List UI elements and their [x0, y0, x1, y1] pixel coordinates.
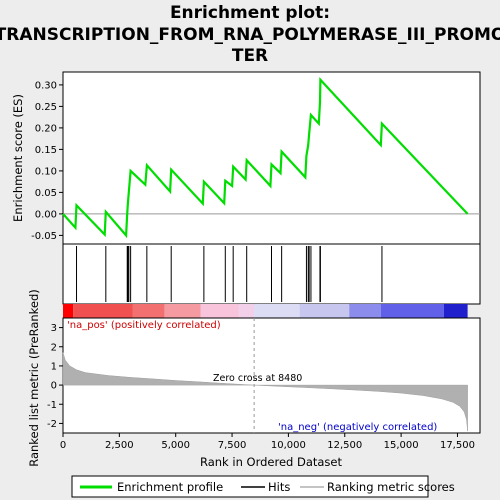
x-tick-label: 0	[60, 440, 66, 451]
x-tick-label: 15,000	[384, 440, 419, 451]
x-tick-label: 7,500	[218, 440, 247, 451]
positive-correlation-label: 'na_pos' (positively correlated)	[67, 320, 221, 331]
es-y-axis-ticks: -0.05 0.00 0.05 0.10 0.15 0.20 0.25 0.30	[31, 80, 63, 242]
x-tick-label: 5,000	[161, 440, 190, 451]
ranking-color-band	[63, 304, 468, 318]
zero-cross-label: Zero cross at 8480	[213, 373, 302, 384]
metric-y-tick-label: -1	[47, 400, 57, 411]
title-line-3: TER	[232, 46, 268, 66]
metric-y-axis-ticks: -2 -1 0 1 2 3	[47, 323, 63, 430]
legend-hits-label: Hits	[268, 480, 290, 494]
es-y-axis-label: Enrichment score (ES)	[11, 94, 25, 222]
metric-y-axis-label: Ranked list metric (PreRanked)	[27, 289, 41, 467]
enrichment-profile-line	[62, 76, 469, 239]
band-segment	[349, 304, 381, 318]
x-axis-ticks: 0 2,500 5,000 7,500 10,000 12,500 15,000 17,500	[60, 433, 475, 451]
band-segment	[132, 304, 165, 318]
es-y-tick-label: 0.25	[35, 102, 57, 113]
metric-y-tick-label: 1	[51, 361, 57, 372]
es-y-tick-label: 0.05	[35, 188, 57, 199]
band-segment	[299, 304, 350, 318]
band-segment	[200, 304, 239, 318]
x-tick-label: 17,500	[440, 440, 475, 451]
x-tick-label: 10,000	[271, 440, 306, 451]
band-segment	[164, 304, 201, 318]
es-panel-background	[62, 71, 481, 245]
hits-markers	[76, 246, 383, 302]
band-segment	[73, 304, 133, 318]
band-segment	[63, 304, 74, 318]
es-y-tick-label: -0.05	[31, 231, 57, 242]
band-segment	[254, 304, 300, 318]
x-tick-label: 2,500	[105, 440, 134, 451]
es-y-tick-label: 0.20	[35, 123, 57, 134]
title-line-1: Enrichment plot:	[170, 3, 330, 23]
es-y-tick-label: 0.10	[35, 166, 57, 177]
metric-y-tick-label: 0	[51, 381, 57, 392]
band-segment	[238, 304, 255, 318]
negative-correlation-label: 'na_neg' (negatively correlated)	[278, 422, 437, 433]
es-y-tick-label: 0.00	[35, 209, 57, 220]
es-y-tick-label: 0.30	[35, 80, 57, 91]
title-line-2: TRANSCRIPTION_FROM_RNA_POLYMERASE_III_PR…	[0, 25, 500, 45]
ranking-metric-area	[62, 352, 468, 432]
metric-y-tick-label: 3	[51, 323, 57, 334]
legend-metric-label: Ranking metric scores	[327, 480, 455, 494]
x-tick-label: 12,500	[327, 440, 362, 451]
band-segment	[443, 304, 468, 318]
metric-y-tick-label: 2	[51, 342, 57, 353]
x-axis-label: Rank in Ordered Dataset	[200, 455, 343, 469]
es-y-tick-label: 0.15	[35, 145, 57, 156]
metric-panel-background	[62, 317, 481, 434]
legend-enrichment-label: Enrichment profile	[117, 480, 223, 494]
metric-y-tick-label: -2	[47, 419, 57, 430]
band-segment	[380, 304, 444, 318]
